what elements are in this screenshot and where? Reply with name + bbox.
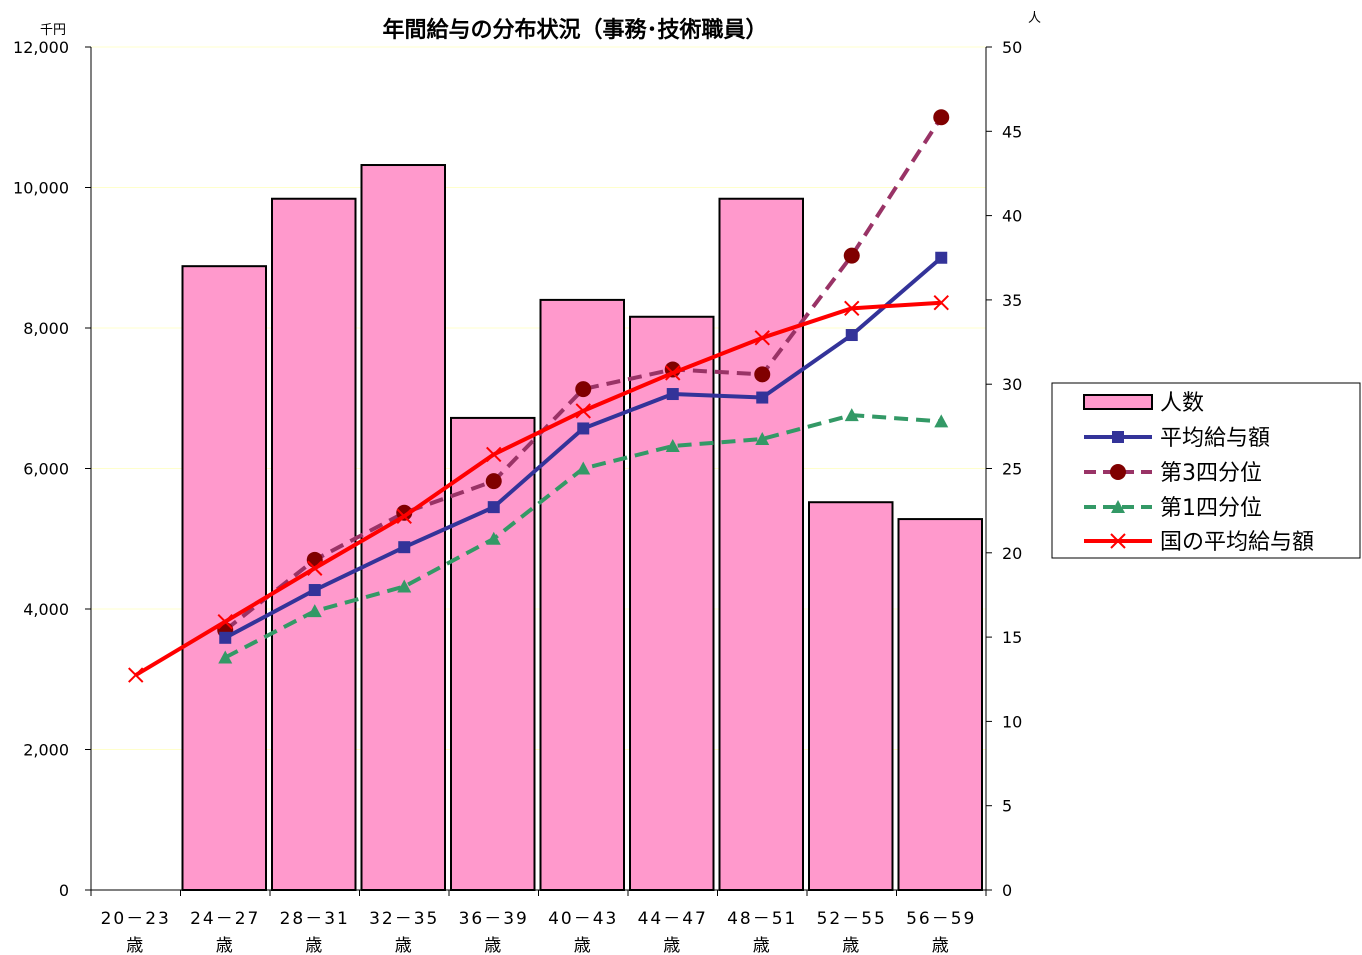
bar-10 xyxy=(897,518,983,892)
right-tick-label: 30 xyxy=(1002,375,1022,394)
right-tick-label: 0 xyxy=(1002,881,1012,900)
x-tick-label: 24－27 xyxy=(190,909,260,929)
x-tick-label: 48－51 xyxy=(727,909,797,929)
legend-label: 平均給与額 xyxy=(1160,426,1270,451)
marker-square xyxy=(845,329,858,342)
marker-square xyxy=(756,391,769,404)
x-tick-suffix: 歳 xyxy=(305,936,324,955)
bar-2 xyxy=(181,265,267,891)
marker-square xyxy=(666,388,679,401)
bar-9 xyxy=(808,501,894,891)
x-tick-label: 32－35 xyxy=(369,909,439,929)
marker-triangle xyxy=(844,408,859,422)
marker-square xyxy=(577,422,590,435)
x-tick-suffix: 歳 xyxy=(842,936,861,955)
right-axis-unit: 人 xyxy=(1028,11,1041,26)
right-tick-label: 25 xyxy=(1002,460,1022,479)
left-tick-label: 4,000 xyxy=(23,600,69,619)
marker-x xyxy=(754,330,770,346)
marker-circle xyxy=(1110,464,1126,480)
marker-square xyxy=(398,541,411,554)
marker-circle xyxy=(843,247,860,264)
marker-triangle xyxy=(755,431,770,445)
marker-circle xyxy=(933,109,950,126)
bar-8 xyxy=(718,197,804,892)
legend-label: 第3四分位 xyxy=(1160,461,1262,486)
marker-x xyxy=(486,446,502,463)
marker-x xyxy=(307,560,323,576)
marker-square xyxy=(308,584,321,597)
marker-x xyxy=(575,403,591,419)
x-tick-label: 44－47 xyxy=(638,909,708,929)
x-tick-suffix: 歳 xyxy=(216,936,235,955)
x-tick-label: 40－43 xyxy=(548,909,618,929)
right-tick-label: 5 xyxy=(1002,797,1012,816)
marker-triangle xyxy=(397,579,412,593)
bar-series xyxy=(181,164,983,892)
marker-x xyxy=(1110,533,1126,549)
x-tick-suffix: 歳 xyxy=(932,936,951,955)
chart-title: 年間給与の分布状況（事務･技術職員） xyxy=(382,17,767,43)
marker-square xyxy=(1112,431,1124,443)
marker-x xyxy=(844,300,860,317)
marker-circle xyxy=(754,366,771,383)
x-tick-label: 56－59 xyxy=(906,909,976,929)
axes xyxy=(85,46,992,896)
left-tick-label: 6,000 xyxy=(23,460,69,479)
marker-x xyxy=(217,613,233,630)
x-tick-label: 28－31 xyxy=(280,909,350,929)
marker-triangle xyxy=(218,650,233,664)
marker-x xyxy=(128,667,144,683)
left-tick-label: 12,000 xyxy=(13,38,69,57)
right-tick-label: 50 xyxy=(1002,38,1022,57)
left-axis-unit: 千円 xyxy=(40,23,66,38)
left-tick-label: 8,000 xyxy=(23,319,69,338)
marker-x xyxy=(665,365,681,381)
legend-label: 人数 xyxy=(1160,391,1204,416)
marker-square xyxy=(219,631,232,644)
marker-circle xyxy=(575,381,592,398)
tick-labels: 0 2,000 4,000 6,000 8,000 10,000 12,000 0 5 10 15 2… xyxy=(13,38,1022,955)
x-tick-label: 52－55 xyxy=(817,909,887,929)
marker-square xyxy=(487,501,500,514)
right-tick-label: 15 xyxy=(1002,628,1022,647)
x-tick-label: 36－39 xyxy=(459,909,529,929)
x-tick-suffix: 歳 xyxy=(484,936,503,955)
marker-triangle xyxy=(934,414,949,428)
left-tick-label: 0 xyxy=(59,881,69,900)
right-tick-label: 45 xyxy=(1002,122,1022,141)
marker-x xyxy=(396,508,412,524)
x-tick-label: 20－23 xyxy=(101,909,171,929)
marker-triangle xyxy=(307,604,322,618)
x-tick-suffix: 歳 xyxy=(126,936,145,955)
marker-x xyxy=(933,295,949,311)
line-国の平均給与額 xyxy=(134,300,942,677)
right-tick-label: 35 xyxy=(1002,291,1022,310)
legend-swatch-bar xyxy=(1083,394,1153,410)
bar-7 xyxy=(629,315,715,891)
left-tick-label: 2,000 xyxy=(23,741,69,760)
marker-triangle xyxy=(576,461,591,475)
right-tick-label: 20 xyxy=(1002,544,1022,563)
marker-square xyxy=(935,251,948,264)
marker-triangle xyxy=(1111,500,1125,513)
right-tick-label: 40 xyxy=(1002,207,1022,226)
right-tick-label: 10 xyxy=(1002,712,1022,731)
marker-triangle xyxy=(665,439,680,453)
x-tick-suffix: 歳 xyxy=(574,936,593,955)
legend-label: 第1四分位 xyxy=(1160,496,1262,521)
x-tick-suffix: 歳 xyxy=(395,936,414,955)
legend-label: 国の平均給与額 xyxy=(1160,530,1314,555)
x-tick-suffix: 歳 xyxy=(753,936,772,955)
marker-circle xyxy=(485,473,502,490)
line-series xyxy=(128,109,950,683)
bar-5 xyxy=(450,416,536,891)
x-tick-suffix: 歳 xyxy=(663,936,682,955)
marker-triangle xyxy=(486,531,501,545)
left-tick-label: 10,000 xyxy=(13,179,69,198)
